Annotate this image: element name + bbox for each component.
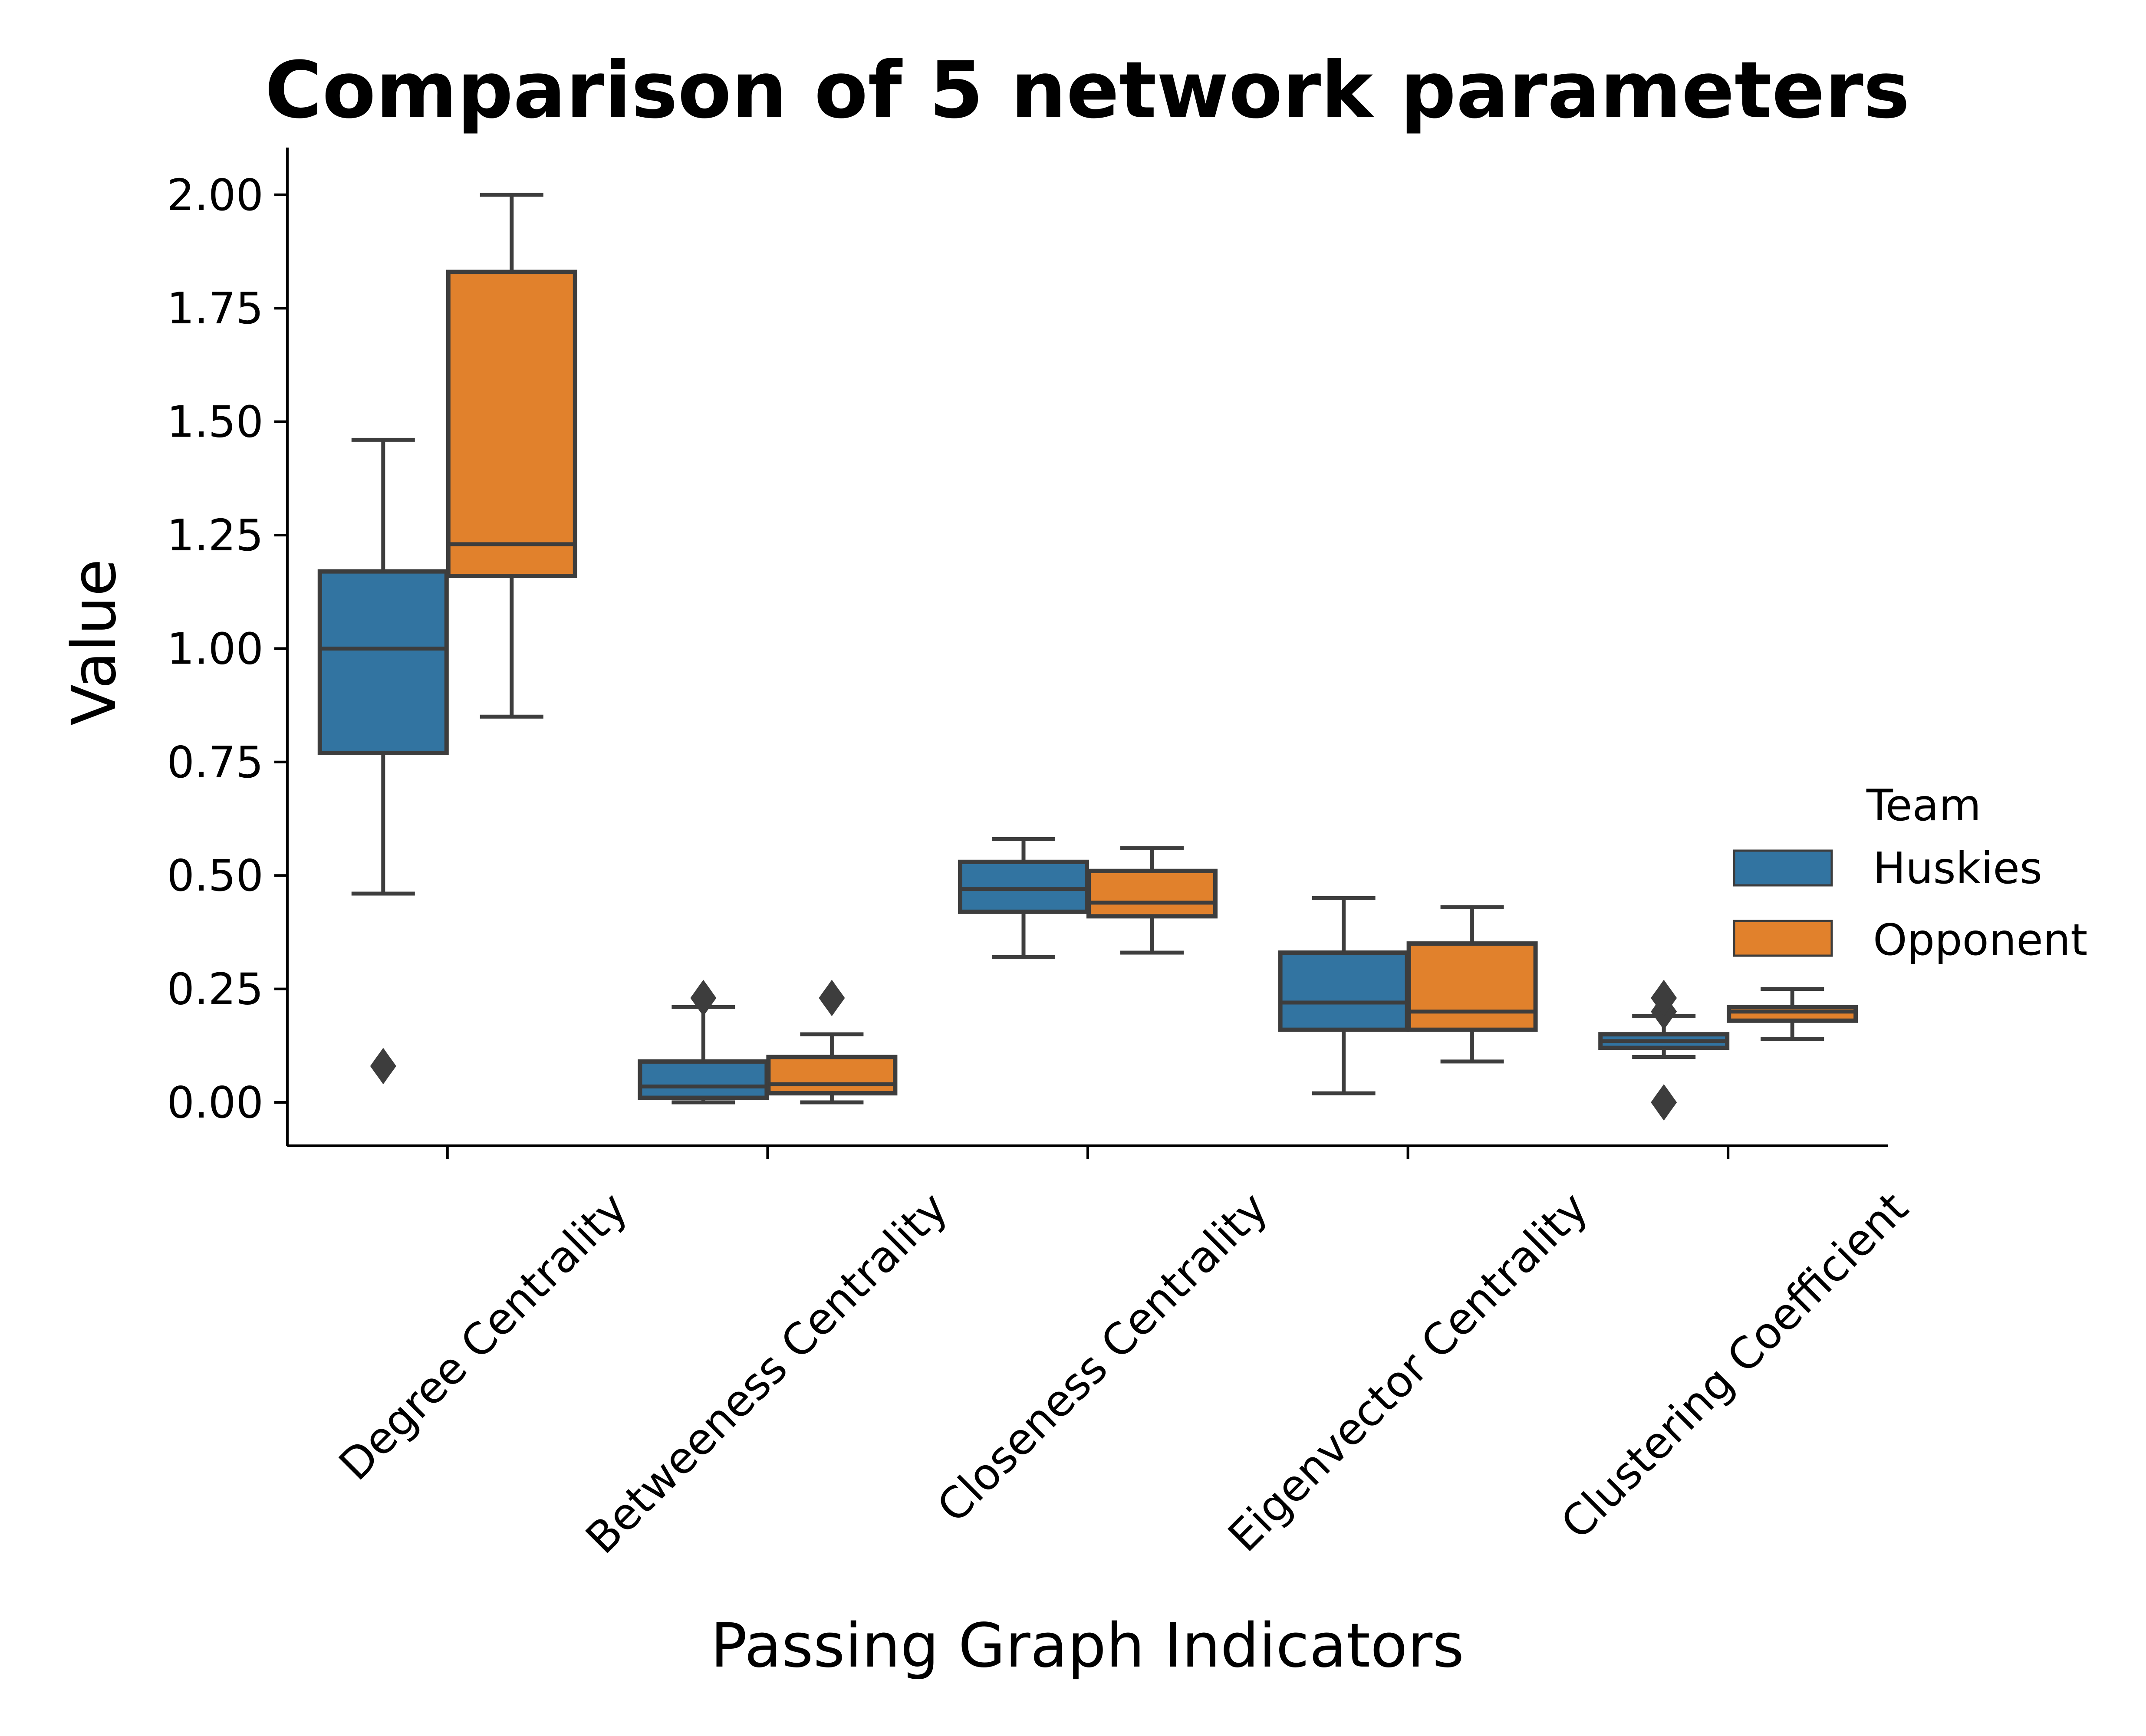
legend-label-opponent: Opponent [1873, 914, 2087, 965]
y-tick-label: 0.25 [167, 964, 263, 1015]
y-tick-label: 0.50 [167, 850, 263, 901]
x-tick-label: Betweeness Centrality [576, 1182, 957, 1563]
y-tick-label: 0.00 [167, 1077, 263, 1128]
box-opponent [1406, 941, 1538, 1032]
y-tick-label: 0.75 [167, 737, 263, 788]
outlier-marker-opponent [819, 980, 845, 1016]
outlier-marker-huskies [370, 1048, 396, 1085]
box-opponent [1086, 868, 1218, 919]
box-elements [317, 193, 1858, 1121]
legend-swatch-huskies [1733, 849, 1833, 887]
y-axis-label: Value [59, 559, 130, 726]
x-tick-label: Degree Centrality [329, 1182, 637, 1490]
box-huskies [638, 1059, 769, 1100]
x-tick-label: Clustering Coefficient [1551, 1182, 1918, 1549]
legend-title: Team [1866, 780, 1981, 831]
outlier-marker-huskies [1651, 980, 1677, 1016]
y-tick-label: 1.25 [167, 510, 263, 561]
x-axis-label: Passing Graph Indicators [711, 1611, 1464, 1681]
box-huskies [958, 859, 1089, 914]
y-axis-ticks: 0.00 0.25 0.50 0.75 1.00 1.25 1.50 1.75 2.00 [167, 170, 287, 1128]
box-opponent [1727, 1005, 1858, 1023]
legend: Team Huskies Opponent [1733, 780, 2087, 965]
y-tick-label: 1.00 [167, 623, 263, 674]
legend-swatch-opponent [1733, 920, 1833, 957]
outlier-marker-huskies [1651, 1084, 1677, 1121]
chart-title: Comparison of 5 network parameters [265, 45, 1910, 136]
legend-label-huskies: Huskies [1873, 843, 2042, 894]
y-tick-label: 1.50 [167, 397, 263, 447]
box-opponent [766, 1055, 898, 1096]
y-tick-label: 1.75 [167, 283, 263, 334]
y-tick-label: 2.00 [167, 170, 263, 220]
outlier-marker-huskies [690, 980, 717, 1016]
x-tick-label: Closeness Centrality [927, 1182, 1277, 1532]
box-huskies [1278, 950, 1409, 1032]
x-tick-label: Eigenvector Centrality [1218, 1182, 1598, 1562]
box-huskies [317, 569, 449, 755]
box-opponent [446, 270, 577, 579]
